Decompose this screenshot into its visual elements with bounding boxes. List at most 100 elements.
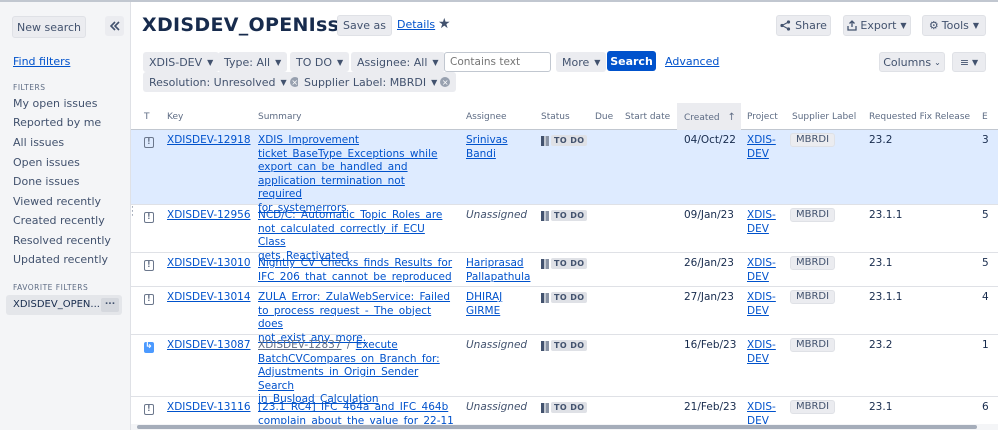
status-badge: TO DO: [541, 210, 588, 221]
issue-key[interactable]: XDISDEV-13116: [167, 401, 251, 413]
supplier-label-badge[interactable]: MBRDI: [790, 338, 836, 352]
tools-label: Tools: [941, 19, 969, 32]
supplier-label-badge[interactable]: MBRDI: [790, 400, 836, 414]
issue-project[interactable]: XDIS- DEV: [747, 134, 776, 161]
tools-button[interactable]: ⚙ Tools ▼: [922, 15, 986, 36]
filter-created-recently[interactable]: Created recently: [13, 214, 105, 227]
supplier-label-filter[interactable]: Supplier Label: MBRDI ▼ ×: [298, 72, 457, 92]
col-supplier-label[interactable]: Supplier Label: [792, 112, 857, 122]
issue-project[interactable]: XDIS- DEV: [747, 209, 776, 236]
filter-open-issues[interactable]: Open issues: [13, 156, 80, 169]
assignee-line: Pallapathula: [466, 270, 531, 283]
resolution-filter[interactable]: Resolution: Unresolved ▼ ×: [143, 72, 306, 92]
filter-reported-by-me[interactable]: Reported by me: [13, 116, 102, 129]
scrollbar-thumb[interactable]: [137, 425, 977, 429]
extra-value: 3: [982, 134, 989, 146]
favorite-filters-heading: FAVORITE FILTERS: [13, 283, 89, 292]
page-title: XDISDEV_OPENIssues: [142, 14, 378, 36]
col-start-date[interactable]: Start date: [625, 112, 671, 122]
issue-project[interactable]: XDIS- DEV: [747, 339, 776, 366]
supplier-label-badge[interactable]: MBRDI: [790, 133, 836, 147]
filters-heading: FILTERS: [13, 83, 46, 92]
filter-viewed-recently[interactable]: Viewed recently: [13, 195, 102, 208]
issue-summary[interactable]: XDISDEV-12837 / Execute BatchCVCompares …: [258, 339, 454, 407]
details-link[interactable]: Details: [397, 18, 436, 31]
table-row[interactable]: XDISDEV-13014 ZULA Error: ZulaWebService…: [131, 287, 998, 344]
table-row[interactable]: XDISDEV-13116 [23.1 RC4] IFC 464a and IF…: [131, 397, 998, 430]
resize-handle-icon[interactable]: · · ·: [131, 203, 134, 221]
contains-text-input[interactable]: [444, 52, 551, 72]
issue-key[interactable]: XDISDEV-13087: [167, 339, 251, 351]
issue-project[interactable]: XDIS- DEV: [747, 257, 776, 284]
table-row[interactable]: XDISDEV-13087 XDISDEV-12837 / Execute Ba…: [131, 335, 998, 405]
collapse-sidebar-button[interactable]: [105, 16, 124, 36]
save-as-button[interactable]: Save as: [337, 15, 392, 36]
summary-first-line[interactable]: Execute: [355, 339, 398, 351]
supplier-label-badge[interactable]: MBRDI: [790, 208, 836, 222]
issue-assignee: Unassigned: [466, 209, 527, 223]
project-filter[interactable]: XDIS-DEV ▼: [143, 52, 220, 72]
share-button[interactable]: Share: [776, 15, 831, 36]
col-requested-fix-release[interactable]: Requested Fix Release: [869, 112, 971, 122]
issue-key[interactable]: XDISDEV-13014: [167, 291, 251, 303]
filter-all-issues[interactable]: All issues: [13, 136, 65, 149]
issue-key[interactable]: XDISDEV-12956: [167, 209, 251, 221]
columns-button[interactable]: Columns ⌄: [879, 52, 945, 72]
col-extra[interactable]: E: [982, 112, 988, 122]
col-key[interactable]: Key: [167, 112, 184, 122]
col-created[interactable]: Created ↑: [684, 112, 736, 123]
supplier-label-badge[interactable]: MBRDI: [790, 290, 836, 304]
col-due[interactable]: Due: [595, 112, 614, 122]
filter-my-open-issues[interactable]: My open issues: [13, 97, 98, 110]
issue-project[interactable]: XDIS- DEV: [747, 401, 776, 428]
bug-icon: [144, 404, 154, 415]
issue-project[interactable]: XDIS- DEV: [747, 291, 776, 318]
col-type[interactable]: T: [144, 112, 150, 122]
favorite-more-button[interactable]: ...: [101, 298, 119, 312]
filter-resolved-recently[interactable]: Resolved recently: [13, 234, 111, 247]
col-status[interactable]: Status: [541, 112, 570, 122]
supplier-label-badge[interactable]: MBRDI: [790, 256, 836, 270]
type-filter-label: Type: All: [224, 55, 271, 69]
filter-updated-recently[interactable]: Updated recently: [13, 253, 109, 266]
project-filter-label: XDIS-DEV: [149, 55, 203, 69]
col-summary[interactable]: Summary: [258, 112, 302, 122]
table-row[interactable]: XDISDEV-13010 Nightly CV Checks finds Re…: [131, 253, 998, 287]
horizontal-scrollbar[interactable]: [131, 424, 998, 430]
assignee-filter[interactable]: Assignee: All ▼: [351, 52, 445, 72]
issue-summary[interactable]: XDIS Improvement ticket BaseType Excepti…: [258, 134, 454, 215]
new-search-button[interactable]: New search: [12, 16, 86, 38]
issue-summary[interactable]: ZULA Error: ZulaWebService: Failed to pr…: [258, 291, 454, 345]
summary-line: gets Reactivated: [258, 249, 349, 262]
issue-key[interactable]: XDISDEV-13010: [167, 257, 251, 269]
issue-summary[interactable]: Nightly CV Checks finds Results for IFC …: [258, 257, 454, 284]
clear-supplier-label-icon[interactable]: ×: [440, 77, 451, 87]
issue-key[interactable]: XDISDEV-12918: [167, 134, 251, 146]
export-button[interactable]: Export ▼: [843, 15, 911, 36]
col-assignee[interactable]: Assignee: [466, 112, 507, 122]
col-project[interactable]: Project: [747, 112, 778, 122]
chevron-down-icon: ▼: [337, 57, 344, 67]
favorite-filter-item[interactable]: XDISDEV_OPEN... ...: [6, 295, 122, 315]
assignee-filter-label: Assignee: All: [357, 55, 428, 69]
issue-summary[interactable]: NCD/C: Automatic Topic Roles are not cal…: [258, 209, 454, 263]
filter-done-issues[interactable]: Done issues: [13, 175, 80, 188]
issue-assignee[interactable]: Srinivas Bandi: [466, 134, 508, 161]
table-row[interactable]: XDISDEV-12918 XDIS Improvement ticket Ba…: [131, 130, 998, 214]
parent-issue-link[interactable]: XDISDEV-12837: [258, 339, 342, 351]
table-row[interactable]: XDISDEV-12956 NCD/C: Automatic Topic Rol…: [131, 205, 998, 262]
advanced-link[interactable]: Advanced: [665, 55, 720, 68]
clear-resolution-icon[interactable]: ×: [289, 77, 300, 87]
status-filter[interactable]: TO DO ▼: [290, 52, 350, 72]
created-date: 04/Oct/22: [684, 134, 736, 146]
more-filter[interactable]: More ▼: [556, 52, 607, 72]
type-filter[interactable]: Type: All ▼: [218, 52, 288, 72]
issue-assignee[interactable]: Hariprasad Pallapathula: [466, 257, 530, 284]
search-button[interactable]: Search: [607, 51, 656, 71]
layout-options-button[interactable]: ≡ ▼: [952, 52, 986, 72]
find-filters-link[interactable]: Find filters: [13, 55, 71, 68]
issue-summary[interactable]: [23.1 RC4] IFC 464a and IFC 464b complai…: [258, 401, 454, 428]
issue-assignee[interactable]: DHIRAJ GIRME: [466, 291, 502, 318]
star-icon[interactable]: ★: [438, 16, 451, 32]
export-icon: [847, 20, 858, 31]
